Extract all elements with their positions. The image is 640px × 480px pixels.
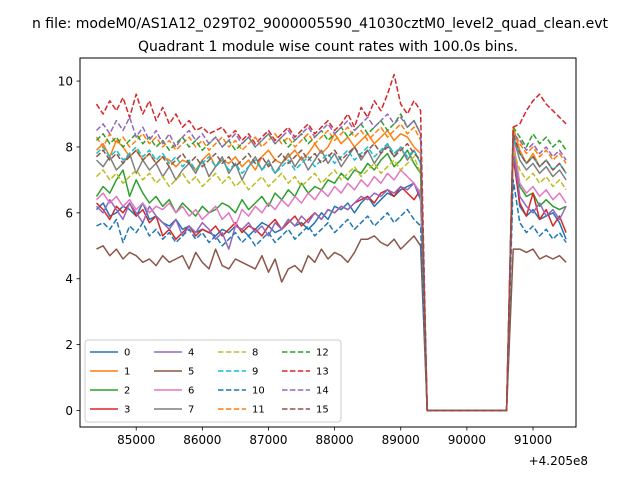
x-tick-label: 91000 [514, 433, 552, 447]
legend-label-4: 4 [188, 348, 194, 359]
legend-label-10: 10 [252, 386, 265, 397]
x-tick-label: 85000 [117, 433, 155, 447]
legend-label-8: 8 [252, 348, 258, 359]
y-tick-label: 10 [58, 75, 73, 89]
legend-label-0: 0 [124, 348, 130, 359]
y-tick-label: 4 [65, 272, 73, 286]
x-tick-label: 87000 [249, 433, 287, 447]
legend-label-2: 2 [124, 386, 130, 397]
plot-lines [95, 73, 567, 412]
x-tick-label: 90000 [448, 433, 486, 447]
legend-label-5: 5 [188, 367, 194, 378]
y-tick-label: 0 [65, 404, 73, 418]
y-tick-label: 2 [65, 338, 73, 352]
legend-label-12: 12 [316, 348, 329, 359]
series-line-10 [96, 179, 567, 412]
legend-label-6: 6 [188, 386, 194, 397]
y-axis-ticks: 0 2 4 6 8 10 [58, 75, 80, 418]
legend-label-11: 11 [252, 405, 265, 416]
legend-label-9: 9 [252, 367, 258, 378]
legend-box [84, 339, 342, 423]
legend-label-13: 13 [316, 367, 329, 378]
x-axis-offset-label: +4.205e8 [529, 454, 588, 468]
x-tick-label: 86000 [183, 433, 221, 447]
legend-label-3: 3 [124, 405, 130, 416]
axes-frame [79, 57, 577, 428]
legend-label-15: 15 [316, 405, 329, 416]
y-tick-label: 6 [65, 206, 73, 220]
figure-suptitle: n file: modeM0/AS1A12_029T02_9000005590_… [32, 16, 609, 32]
y-tick-label: 8 [65, 140, 73, 154]
x-tick-label: 89000 [382, 433, 420, 447]
legend-label-14: 14 [316, 386, 329, 397]
x-tick-label: 88000 [316, 433, 354, 447]
legend-label-1: 1 [124, 367, 130, 378]
series-line-15 [95, 133, 567, 412]
legend-label-7: 7 [188, 405, 194, 416]
series-line-13 [95, 73, 567, 412]
chart-title: Quadrant 1 module wise count rates with … [138, 39, 518, 55]
x-axis-ticks: 85000 86000 87000 88000 89000 90000 91000 [117, 427, 552, 447]
